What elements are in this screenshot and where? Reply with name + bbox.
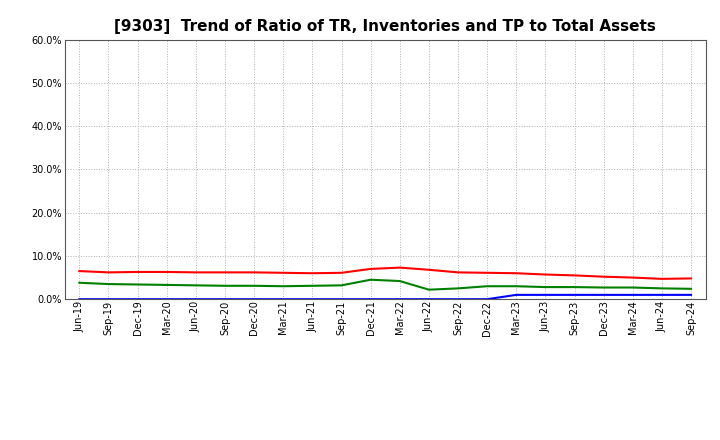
- Trade Receivables: [512, 271, 521, 276]
- Trade Payables: [133, 282, 142, 287]
- Trade Receivables: [220, 270, 229, 275]
- Trade Receivables: [75, 268, 84, 274]
- Inventories: [629, 292, 637, 297]
- Trade Payables: [570, 284, 579, 290]
- Trade Receivables: [541, 272, 550, 277]
- Trade Payables: [163, 282, 171, 288]
- Line: Inventories: Inventories: [79, 295, 691, 299]
- Trade Receivables: [629, 275, 637, 280]
- Inventories: [425, 297, 433, 302]
- Title: [9303]  Trend of Ratio of TR, Inventories and TP to Total Assets: [9303] Trend of Ratio of TR, Inventories…: [114, 19, 656, 34]
- Inventories: [454, 297, 462, 302]
- Trade Receivables: [308, 271, 317, 276]
- Line: Trade Receivables: Trade Receivables: [79, 268, 691, 279]
- Trade Receivables: [570, 273, 579, 278]
- Inventories: [687, 292, 696, 297]
- Inventories: [483, 297, 492, 302]
- Trade Receivables: [454, 270, 462, 275]
- Trade Payables: [104, 282, 113, 287]
- Trade Payables: [250, 283, 258, 289]
- Inventories: [250, 297, 258, 302]
- Trade Receivables: [425, 267, 433, 272]
- Inventories: [308, 297, 317, 302]
- Trade Receivables: [192, 270, 200, 275]
- Inventories: [657, 292, 666, 297]
- Inventories: [599, 292, 608, 297]
- Trade Payables: [192, 283, 200, 288]
- Inventories: [75, 297, 84, 302]
- Inventories: [512, 292, 521, 297]
- Inventories: [104, 297, 113, 302]
- Trade Receivables: [657, 276, 666, 282]
- Trade Payables: [308, 283, 317, 289]
- Inventories: [133, 297, 142, 302]
- Inventories: [279, 297, 287, 302]
- Trade Receivables: [599, 274, 608, 279]
- Trade Receivables: [163, 269, 171, 275]
- Trade Payables: [512, 284, 521, 289]
- Inventories: [220, 297, 229, 302]
- Trade Payables: [425, 287, 433, 292]
- Trade Payables: [657, 286, 666, 291]
- Trade Payables: [366, 277, 375, 282]
- Trade Payables: [395, 279, 404, 284]
- Inventories: [163, 297, 171, 302]
- Line: Trade Payables: Trade Payables: [79, 280, 691, 290]
- Inventories: [570, 292, 579, 297]
- Trade Payables: [337, 283, 346, 288]
- Trade Payables: [75, 280, 84, 286]
- Trade Receivables: [687, 276, 696, 281]
- Trade Receivables: [395, 265, 404, 270]
- Inventories: [366, 297, 375, 302]
- Inventories: [192, 297, 200, 302]
- Trade Receivables: [483, 270, 492, 275]
- Trade Payables: [454, 286, 462, 291]
- Trade Receivables: [279, 270, 287, 275]
- Trade Payables: [599, 285, 608, 290]
- Trade Payables: [687, 286, 696, 291]
- Trade Receivables: [337, 270, 346, 275]
- Trade Payables: [220, 283, 229, 289]
- Trade Payables: [279, 284, 287, 289]
- Inventories: [541, 292, 550, 297]
- Trade Receivables: [133, 269, 142, 275]
- Trade Receivables: [250, 270, 258, 275]
- Inventories: [337, 297, 346, 302]
- Trade Receivables: [366, 266, 375, 271]
- Trade Payables: [483, 284, 492, 289]
- Inventories: [395, 297, 404, 302]
- Trade Receivables: [104, 270, 113, 275]
- Trade Payables: [629, 285, 637, 290]
- Trade Payables: [541, 284, 550, 290]
